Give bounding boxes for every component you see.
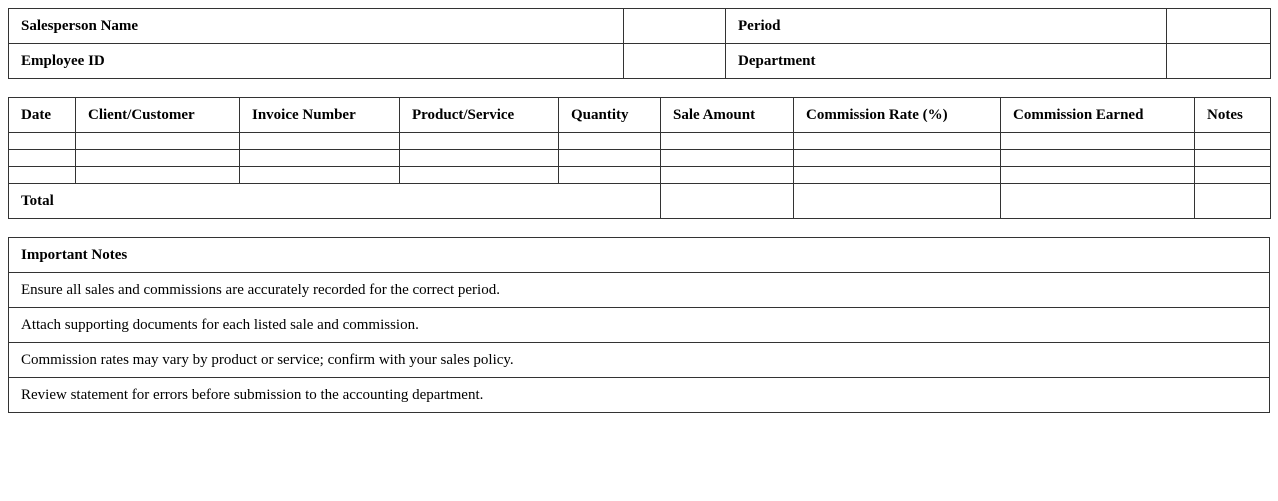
header-product-service: Product/Service [399,97,559,133]
table-cell[interactable] [75,132,240,150]
note-item: Commission rates may vary by product or … [8,342,1270,378]
table-cell[interactable] [1000,149,1195,167]
table-cell[interactable] [793,132,1001,150]
notes-title: Important Notes [8,237,1270,273]
table-cell[interactable] [399,166,559,184]
table-cell[interactable] [1000,166,1195,184]
total-sale-amount[interactable] [660,183,794,219]
note-item: Ensure all sales and commissions are acc… [8,272,1270,308]
table-cell[interactable] [75,166,240,184]
total-notes[interactable] [1194,183,1271,219]
total-commission-earned[interactable] [1000,183,1195,219]
table-cell[interactable] [1194,149,1271,167]
table-cell[interactable] [8,166,76,184]
employee-id-label: Employee ID [8,43,624,79]
header-date: Date [8,97,76,133]
header-commission-earned: Commission Earned [1000,97,1195,133]
table-row [8,149,1271,167]
sales-table: Date Client/Customer Invoice Number Prod… [8,97,1271,219]
total-label: Total [8,183,661,219]
table-cell[interactable] [239,149,400,167]
table-cell[interactable] [239,132,400,150]
header-invoice-number: Invoice Number [239,97,400,133]
table-cell[interactable] [399,132,559,150]
table-cell[interactable] [558,166,661,184]
table-cell[interactable] [558,149,661,167]
important-notes-table: Important Notes Ensure all sales and com… [8,237,1270,413]
table-row [8,132,1271,150]
table-cell[interactable] [793,166,1001,184]
note-item: Attach supporting documents for each lis… [8,307,1270,343]
table-cell[interactable] [660,149,794,167]
period-field[interactable] [1166,8,1271,44]
total-row: Total [8,183,1271,219]
department-field[interactable] [1166,43,1271,79]
table-row [8,166,1271,184]
table-cell[interactable] [660,166,794,184]
salesperson-info-table: Salesperson Name Period Employee ID Depa… [8,8,1271,79]
table-cell[interactable] [1194,132,1271,150]
table-cell[interactable] [8,132,76,150]
table-cell[interactable] [1000,132,1195,150]
total-commission-rate[interactable] [793,183,1001,219]
note-item: Review statement for errors before submi… [8,377,1270,413]
table-header-row: Date Client/Customer Invoice Number Prod… [8,97,1271,133]
header-quantity: Quantity [558,97,661,133]
table-cell[interactable] [793,149,1001,167]
department-label: Department [725,43,1167,79]
table-cell[interactable] [399,149,559,167]
header-client: Client/Customer [75,97,240,133]
salesperson-name-label: Salesperson Name [8,8,624,44]
header-notes: Notes [1194,97,1271,133]
table-cell[interactable] [558,132,661,150]
employee-id-field[interactable] [623,43,726,79]
salesperson-name-field[interactable] [623,8,726,44]
table-cell[interactable] [75,149,240,167]
table-cell[interactable] [8,149,76,167]
table-cell[interactable] [1194,166,1271,184]
header-commission-rate: Commission Rate (%) [793,97,1001,133]
period-label: Period [725,8,1167,44]
table-cell[interactable] [239,166,400,184]
header-sale-amount: Sale Amount [660,97,794,133]
table-cell[interactable] [660,132,794,150]
